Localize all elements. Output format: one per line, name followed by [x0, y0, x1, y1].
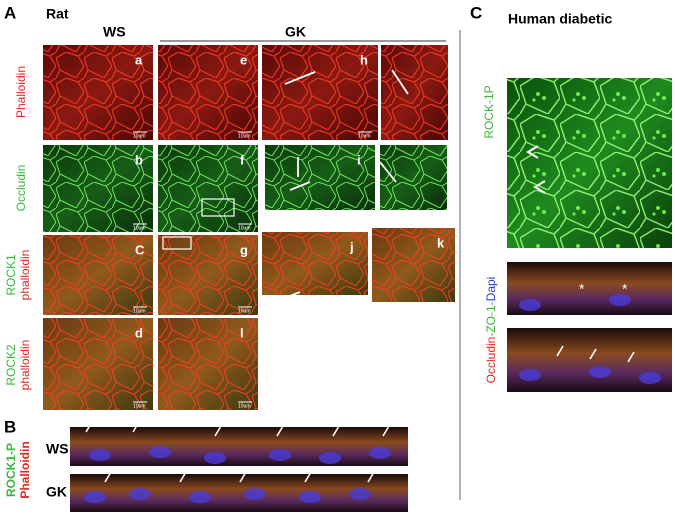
scale-bar-label: 10um — [238, 133, 251, 139]
nucleus — [319, 452, 341, 464]
nucleus — [189, 491, 211, 503]
cell-borders — [380, 145, 447, 210]
cell-borders — [43, 45, 153, 140]
nucleus — [129, 488, 151, 500]
image-letter: a — [135, 52, 143, 67]
arrow — [284, 71, 316, 85]
arrow — [279, 291, 301, 301]
nucleus — [519, 369, 541, 381]
micrograph — [70, 427, 408, 466]
image-letter: d — [135, 325, 143, 340]
arrow — [304, 471, 312, 483]
scale-bar-label: 10um — [133, 308, 146, 314]
panel-title: Human diabetic — [508, 11, 612, 27]
cell-borders — [43, 235, 153, 315]
arrow — [276, 425, 284, 437]
nucleus — [349, 488, 371, 500]
inset-box — [162, 236, 192, 250]
panel-label: C — [470, 3, 482, 22]
arrow — [382, 425, 390, 437]
arrow — [391, 69, 409, 95]
nucleus — [204, 452, 226, 464]
image-letter: C — [135, 242, 145, 257]
row-label: WS — [46, 441, 69, 457]
nucleus — [519, 299, 541, 311]
arrow — [239, 471, 247, 483]
cell-borders — [43, 318, 153, 410]
row-label: phalloidin — [18, 250, 32, 301]
row-label: ROCK2 — [4, 344, 18, 386]
cell-borders — [43, 145, 153, 232]
panel-label: A — [4, 3, 16, 22]
stain-label: Phalloidin — [18, 441, 32, 498]
cell-borders — [262, 232, 368, 295]
cell-borders — [262, 45, 378, 140]
stain-label: ROCK-1P — [482, 85, 496, 138]
cell-borders — [265, 145, 375, 210]
nucleus — [244, 488, 266, 500]
scale-bar-label: 10um — [133, 403, 146, 409]
cell-borders — [381, 45, 448, 140]
group-label: WS — [103, 24, 126, 40]
arrow — [132, 421, 140, 433]
nucleus — [269, 449, 291, 461]
image-letter: j — [349, 239, 354, 254]
arrow — [367, 471, 375, 483]
nucleus — [639, 372, 661, 384]
nucleus — [299, 491, 321, 503]
arrow — [179, 471, 187, 483]
cell-borders — [158, 235, 258, 315]
scale-bar-label: 10um — [133, 133, 146, 139]
image-letter: i — [357, 152, 361, 167]
arrow — [627, 351, 635, 363]
row-label: GK — [46, 484, 67, 500]
image-letter: l — [240, 325, 244, 340]
scale-bar-label: 10um — [238, 403, 251, 409]
nucleus — [369, 447, 391, 459]
chevron — [533, 180, 546, 194]
image-letter: g — [240, 242, 248, 257]
nucleus — [89, 449, 111, 461]
arrow — [104, 471, 112, 483]
panel-label: B — [4, 417, 16, 436]
image-letter: f — [240, 152, 245, 167]
arrow — [379, 161, 397, 183]
scale-bar-label: 10um — [238, 225, 251, 231]
chevron — [526, 145, 539, 159]
image-letter: b — [135, 152, 143, 167]
arrow — [85, 421, 93, 433]
stain-label: ROCK1-P — [4, 443, 18, 497]
row-label: phalloidin — [18, 340, 32, 391]
inset-box — [201, 198, 235, 217]
arrow — [289, 181, 311, 191]
stain-label: Occludin-ZO-1-Dapi — [484, 277, 498, 384]
nucleus — [589, 366, 611, 378]
nucleus — [84, 491, 106, 503]
nucleus — [609, 294, 631, 306]
scale-bar-label: 10um — [358, 133, 371, 139]
cell-borders — [372, 228, 455, 302]
group-label: GK — [285, 24, 306, 40]
panel-title: Rat — [46, 6, 69, 22]
row-label: Phalloidin — [14, 66, 28, 118]
asterisk: * — [579, 281, 585, 297]
cell-borders — [507, 78, 672, 248]
arrow — [332, 425, 340, 437]
arrow — [556, 345, 564, 357]
arrow — [214, 425, 222, 437]
scale-bar-label: 10um — [133, 225, 146, 231]
cell-borders — [158, 145, 258, 232]
row-label: Occludin — [14, 165, 28, 212]
asterisk: * — [622, 281, 628, 297]
image-letter: e — [240, 52, 247, 67]
scale-bar-label: 10um — [238, 308, 251, 314]
image-letter: h — [360, 52, 368, 67]
cell-borders — [158, 318, 258, 410]
cell-borders — [158, 45, 258, 140]
image-letter: k — [437, 235, 445, 250]
arrow — [589, 348, 597, 360]
nucleus — [149, 446, 171, 458]
row-label: ROCK1 — [4, 254, 18, 296]
